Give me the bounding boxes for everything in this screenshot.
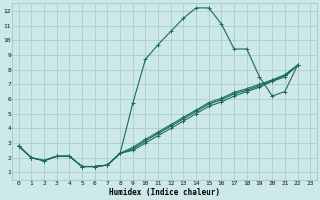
X-axis label: Humidex (Indice chaleur): Humidex (Indice chaleur) [109,188,220,197]
